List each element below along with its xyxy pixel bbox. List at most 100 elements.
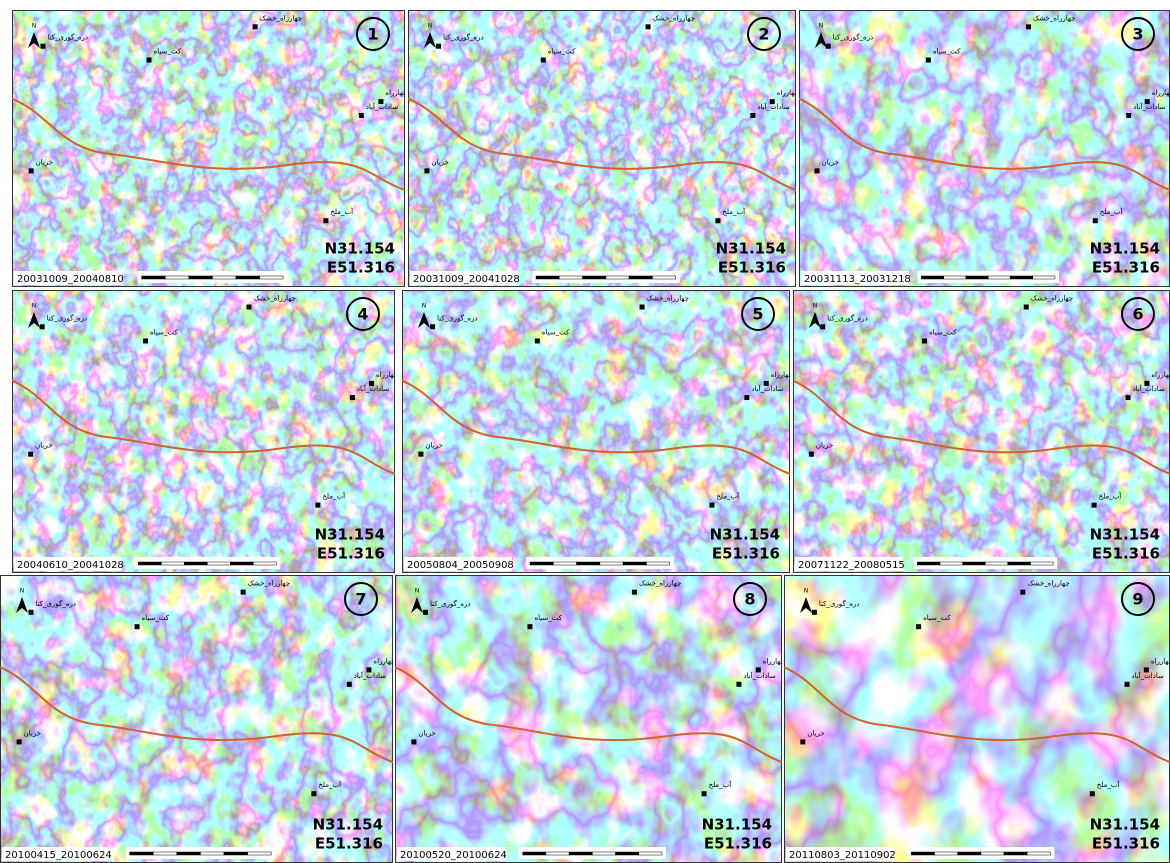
place-name: دره_گوری_کتا <box>47 313 88 322</box>
scale-seg <box>248 852 272 855</box>
scale-seg <box>583 276 606 279</box>
panel: چهارراه_خشکدره_گوری_کتاکت_سیاهچهارراهساد… <box>408 10 799 287</box>
place-name: چهارراه <box>771 371 793 379</box>
place-marker <box>646 24 651 29</box>
scale-seg <box>981 852 1004 855</box>
place-marker <box>815 168 820 173</box>
place-marker <box>640 304 645 309</box>
panel-number: 9 <box>1132 590 1143 609</box>
scale-seg <box>189 276 213 279</box>
scale-seg <box>646 562 669 565</box>
place-name: چهارراه_خشک <box>1031 294 1073 302</box>
north-label: N <box>428 23 433 30</box>
place-marker <box>702 791 707 796</box>
place-marker <box>28 452 33 457</box>
place-marker <box>241 590 246 595</box>
place-name: سادات_آباد <box>357 384 389 393</box>
scale-seg <box>153 852 177 855</box>
place-name: سادات_آباد <box>743 671 775 680</box>
place-marker <box>17 739 22 744</box>
place-name: دره_گوری_کتا <box>819 599 860 608</box>
place-marker <box>715 218 720 223</box>
place-marker <box>1092 503 1097 508</box>
place-marker <box>423 610 428 615</box>
place-marker <box>632 590 637 595</box>
place-marker <box>1090 791 1095 796</box>
place-name: آب_ملخ <box>709 780 733 789</box>
date-pair: 20100415_20100624 <box>5 850 112 861</box>
place-marker <box>800 739 805 744</box>
panel: چهارراه_خشکدره_گوری_کتاکت_سیاهچهارراهساد… <box>402 290 793 573</box>
date-pair: 20110803_20110902 <box>789 850 896 861</box>
place-name: آب_ملخ <box>716 492 740 501</box>
place-marker <box>147 58 152 63</box>
north-label: N <box>804 588 809 595</box>
panel: چهارراه_خشکدره_گوری_کتاکت_سیاهچهارراهساد… <box>799 10 1170 287</box>
panel: چهارراه_خشکدره_گوری_کتاکت_سیاهچهارراهساد… <box>12 10 407 287</box>
north-label: N <box>32 23 37 30</box>
place-name: آب_ملخ <box>1097 780 1121 789</box>
place-name: سادات_آباد <box>1132 671 1164 680</box>
scale-seg <box>917 562 940 565</box>
scale-seg <box>559 276 582 279</box>
scale-seg <box>230 562 253 565</box>
place-marker <box>411 739 416 744</box>
latitude: N31.154 <box>1090 240 1160 258</box>
place-marker <box>359 113 364 118</box>
place-name: چهارراه <box>1152 89 1170 97</box>
date-pair: 20031009_20040810 <box>17 274 124 285</box>
date-pair: 20040610_20041028 <box>17 560 124 571</box>
place-name: خربان <box>822 158 839 166</box>
place-name: چهارراه <box>777 89 799 97</box>
place-marker <box>350 395 355 400</box>
place-name: چهارراه_خشک <box>639 580 681 588</box>
place-name: کت_سیاه <box>150 328 178 336</box>
place-name: خربان <box>816 442 833 450</box>
place-marker <box>1093 218 1098 223</box>
place-name: خربان <box>36 158 53 166</box>
panel-number: 3 <box>1132 25 1143 44</box>
scale-seg <box>212 276 236 279</box>
scale-seg <box>200 852 224 855</box>
place-name: سادات_آباد <box>1133 384 1165 393</box>
place-name: آب_ملخ <box>322 492 346 501</box>
scale-seg <box>1008 562 1031 565</box>
place-name: چهارراه <box>763 657 785 665</box>
place-name: خربان <box>24 729 41 737</box>
scale-seg <box>616 852 639 855</box>
latitude: N31.154 <box>710 526 780 544</box>
latitude: N31.154 <box>1090 526 1160 544</box>
place-marker <box>535 338 540 343</box>
scale-seg <box>165 276 189 279</box>
place-marker <box>1026 24 1031 29</box>
scale-seg <box>1031 562 1054 565</box>
place-name: چهارراه_خشک <box>253 294 295 302</box>
scale-seg <box>530 562 553 565</box>
scale-seg <box>553 562 576 565</box>
place-marker <box>323 218 328 223</box>
place-marker <box>40 324 45 329</box>
panel: چهارراه_خشکدره_گوری_کتاکت_سیاهچهارراهساد… <box>12 290 398 573</box>
scale-seg <box>1004 852 1027 855</box>
place-marker <box>1020 590 1025 595</box>
place-name: چهارراه <box>373 657 395 665</box>
place-name: دره_گوری_کتا <box>443 33 484 42</box>
scale-seg <box>629 276 652 279</box>
place-name: خربان <box>807 729 824 737</box>
scale-seg <box>1010 276 1032 279</box>
scale-seg <box>130 852 154 855</box>
scale-seg <box>935 852 958 855</box>
date-pair: 20071122_20080515 <box>798 560 905 571</box>
place-marker <box>246 304 251 309</box>
latitude: N31.154 <box>1090 816 1160 834</box>
place-marker <box>922 338 927 343</box>
north-label: N <box>415 588 420 595</box>
place-marker <box>1126 113 1131 118</box>
date-pair: 20031113_20031218 <box>804 274 911 285</box>
place-marker <box>28 610 33 615</box>
scale-seg <box>600 562 623 565</box>
longitude: E51.316 <box>315 835 383 853</box>
place-marker <box>311 791 316 796</box>
latitude: N31.154 <box>716 240 786 258</box>
place-marker <box>418 452 423 457</box>
